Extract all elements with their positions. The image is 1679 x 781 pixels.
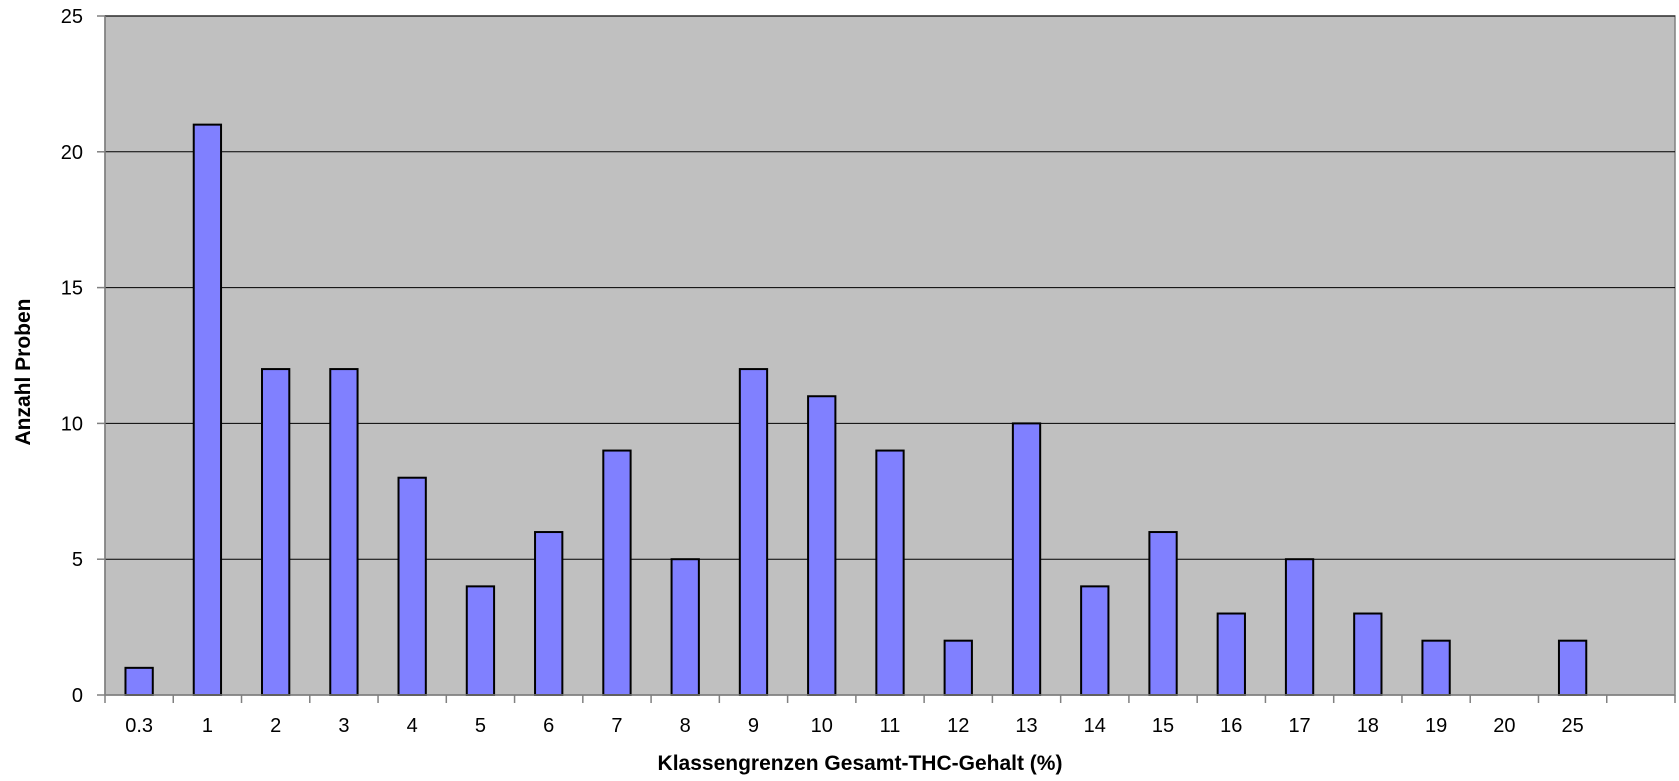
bar-25 — [1557, 639, 1588, 696]
y-tick-label: 20 — [61, 142, 83, 164]
y-tick-label: 25 — [61, 6, 83, 28]
bar-14 — [1080, 585, 1110, 696]
y-tick-label: 0 — [72, 685, 83, 707]
x-tick-label: 19 — [1425, 715, 1447, 737]
x-tick-label: 16 — [1220, 715, 1242, 737]
bar-0_3 — [124, 666, 154, 697]
x-tick-label: 13 — [1015, 715, 1037, 737]
x-tick-label: 3 — [338, 715, 349, 737]
bar-18 — [1353, 612, 1383, 697]
bar-11 — [875, 449, 905, 696]
bar-3 — [329, 368, 359, 696]
bar-16 — [1216, 612, 1246, 697]
bar-1 — [192, 123, 223, 696]
x-tick-label: 5 — [475, 715, 486, 737]
bar-13 — [1011, 422, 1042, 696]
x-tick-label: 9 — [748, 715, 759, 737]
x-tick-label: 20 — [1493, 715, 1515, 737]
x-tick-label: 25 — [1561, 715, 1583, 737]
x-tick-label: 1 — [202, 715, 213, 737]
y-tick-label: 15 — [61, 278, 83, 300]
x-tick-labels: 0.3 1 2 3 4 5 6 7 8 9 10 11 12 13 14 15 16 17 18 19 20 25 — [125, 715, 1584, 737]
bar-2 — [261, 368, 291, 696]
x-tick-label: 6 — [543, 715, 554, 737]
x-tick-label: 11 — [880, 715, 901, 737]
bar-17 — [1284, 558, 1315, 697]
x-tick-label: 4 — [407, 715, 418, 737]
bar-6 — [534, 531, 564, 696]
bar-19 — [1421, 639, 1451, 696]
x-tick-label: 15 — [1152, 715, 1174, 737]
x-tick-label: 0.3 — [125, 715, 153, 737]
y-tick-label: 10 — [61, 413, 83, 435]
x-tick-label: 10 — [811, 715, 833, 737]
y-tick-labels: 0 5 10 15 20 25 — [61, 6, 83, 707]
x-axis-title: Klassengrenzen Gesamt-THC-Gehalt (%) — [658, 752, 1063, 775]
bar-4 — [397, 476, 427, 696]
bars — [124, 123, 1588, 697]
bar-10 — [807, 395, 837, 696]
bar-15 — [1148, 531, 1178, 696]
x-tick-label: 12 — [947, 715, 969, 737]
y-tick-label: 5 — [72, 549, 83, 571]
axes — [104, 16, 1675, 696]
bar-5 — [465, 585, 496, 696]
bar-12 — [943, 639, 973, 696]
x-tick-label: 8 — [680, 715, 691, 737]
y-axis-title: Anzahl Proben — [12, 298, 35, 445]
x-tick-label: 18 — [1357, 715, 1379, 737]
x-tick-label: 14 — [1084, 715, 1106, 737]
x-tick-label: 7 — [611, 715, 622, 737]
bar-7 — [602, 449, 632, 696]
x-tick-label: 17 — [1288, 715, 1310, 737]
gridlines — [97, 15, 1676, 703]
x-tick-label: 2 — [270, 715, 281, 737]
bar-9 — [738, 368, 769, 696]
bar-8 — [670, 558, 700, 697]
